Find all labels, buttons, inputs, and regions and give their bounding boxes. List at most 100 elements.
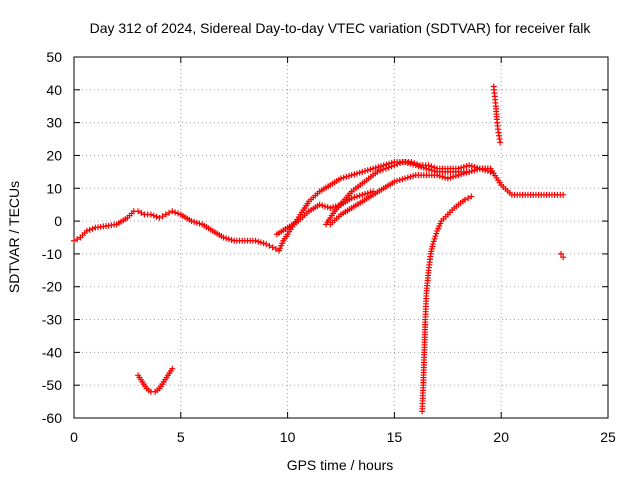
x-tick-label: 5 — [177, 429, 185, 445]
series-v-dip — [135, 365, 176, 395]
data-point — [399, 176, 406, 183]
data-point — [447, 174, 454, 181]
data-point — [430, 238, 437, 245]
data-point — [460, 163, 467, 170]
data-point — [260, 240, 267, 247]
data-point — [193, 219, 200, 226]
series-lower-arc — [327, 165, 494, 228]
data-point — [380, 166, 387, 173]
data-point — [252, 237, 259, 244]
data-point — [474, 166, 481, 173]
data-point — [433, 230, 440, 237]
data-point — [414, 161, 421, 168]
data-point — [439, 173, 446, 180]
data-point — [364, 190, 371, 197]
data-point — [375, 163, 382, 170]
data-point — [479, 166, 486, 173]
data-point — [558, 250, 565, 257]
y-tick-label: -10 — [42, 246, 62, 262]
data-point — [272, 245, 279, 252]
data-point — [354, 193, 361, 200]
data-point — [338, 175, 344, 182]
data-point — [396, 177, 403, 184]
data-point — [351, 194, 358, 201]
data-point — [359, 191, 366, 198]
data-point — [404, 174, 411, 181]
data-point — [378, 163, 385, 170]
y-tick-label: 10 — [46, 180, 62, 196]
data-point — [332, 203, 339, 210]
data-point — [432, 233, 439, 240]
y-tick-label: -60 — [42, 410, 62, 426]
chart-title: Day 312 of 2024, Sidereal Day-to-day VTE… — [90, 20, 592, 36]
plot-frame — [73, 56, 609, 419]
data-point — [329, 204, 336, 211]
data-point — [266, 242, 273, 249]
data-point — [150, 212, 157, 219]
data-point — [367, 166, 374, 173]
data-point — [324, 204, 331, 211]
data-point — [159, 213, 166, 220]
data-point — [255, 238, 262, 245]
x-tick-label: 25 — [600, 429, 616, 445]
data-point — [497, 139, 504, 146]
y-tick-label: 40 — [46, 82, 62, 98]
data-point — [343, 173, 350, 180]
data-point — [444, 175, 451, 182]
data-point — [434, 172, 441, 179]
grid-layer — [74, 57, 608, 418]
data-point — [228, 236, 235, 243]
y-tick-label: 0 — [54, 213, 62, 229]
data-point — [196, 220, 203, 227]
data-point — [442, 174, 449, 181]
data-point — [425, 162, 432, 169]
data-point — [71, 237, 77, 244]
data-point — [356, 169, 363, 176]
data-point — [191, 218, 198, 225]
data-point — [374, 168, 381, 175]
data-point — [257, 239, 264, 246]
data-point — [402, 175, 409, 182]
data-point — [388, 163, 395, 170]
data-point — [466, 168, 473, 175]
data-point — [410, 172, 417, 179]
data-point — [394, 177, 401, 184]
data-point — [431, 164, 438, 171]
data-point — [362, 191, 369, 198]
data-point — [319, 202, 326, 209]
data-point — [364, 167, 371, 174]
data-point — [348, 172, 355, 179]
series-lower-branch — [273, 188, 377, 238]
data-point — [188, 218, 195, 225]
data-point — [169, 365, 176, 372]
x-tick-label: 20 — [493, 429, 509, 445]
data-point — [466, 162, 473, 169]
data-point — [431, 235, 438, 242]
y-tick-label: 50 — [46, 49, 62, 65]
data-point — [372, 164, 379, 171]
data-point — [263, 241, 270, 248]
data-point — [468, 168, 475, 175]
data-point — [156, 214, 163, 221]
data-point — [174, 210, 181, 217]
data-point — [335, 202, 342, 209]
x-tick-label: 10 — [280, 429, 296, 445]
data-point — [74, 236, 81, 243]
data-point — [468, 193, 475, 200]
data-point — [452, 172, 459, 179]
data-point — [169, 208, 176, 215]
data-point — [348, 195, 355, 202]
y-axis-label: SDTVAR / TECUs — [6, 181, 22, 293]
data-point — [346, 172, 353, 179]
x-tick-label: 15 — [387, 429, 403, 445]
data-point — [340, 174, 347, 181]
data-point — [138, 209, 145, 216]
data-point — [269, 244, 276, 251]
data-point — [223, 235, 230, 242]
y-tick-label: -20 — [42, 279, 62, 295]
data-point — [377, 167, 384, 174]
data-point — [471, 167, 478, 174]
data-point — [436, 172, 443, 179]
